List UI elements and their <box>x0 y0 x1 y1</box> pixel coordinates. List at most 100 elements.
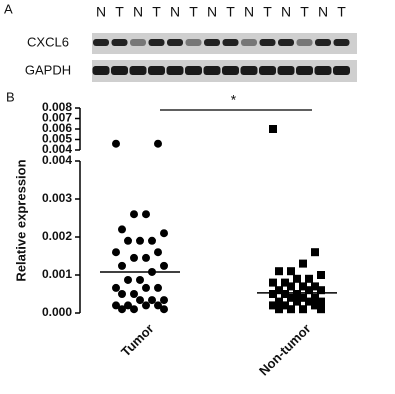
band <box>241 39 257 46</box>
lane-label: N <box>133 4 143 20</box>
row-label: CXCL6 <box>27 34 69 49</box>
data-point <box>154 301 162 310</box>
band <box>130 39 146 46</box>
data-point <box>269 125 277 133</box>
data-point <box>136 296 144 305</box>
data-point <box>160 305 168 314</box>
data-point <box>281 290 289 298</box>
data-point <box>311 282 319 291</box>
band <box>296 66 313 75</box>
band <box>314 66 332 75</box>
band <box>111 39 128 46</box>
lane-label: T <box>337 4 346 20</box>
data-point <box>154 248 162 257</box>
data-point <box>305 297 313 306</box>
band <box>111 66 128 75</box>
y-tick-label: 0.003 <box>42 191 72 205</box>
data-point <box>275 267 283 276</box>
data-point <box>142 283 150 292</box>
data-point <box>311 248 319 257</box>
data-point <box>269 301 277 310</box>
data-point <box>287 267 295 276</box>
data-point <box>142 301 150 310</box>
data-point <box>130 253 138 262</box>
y-axis-label: Relative expression <box>13 159 28 281</box>
data-point <box>299 293 307 302</box>
band <box>296 39 313 46</box>
data-point <box>160 261 168 270</box>
panel-label: A <box>4 1 13 16</box>
data-point <box>148 236 156 245</box>
band <box>185 39 202 46</box>
data-point <box>317 297 325 306</box>
band <box>203 66 221 75</box>
data-point <box>317 305 325 314</box>
data-point <box>112 248 120 257</box>
lane-label: T <box>115 4 124 20</box>
data-point <box>293 297 301 306</box>
lane-label: T <box>152 4 161 20</box>
y-tick-label: 0.004 <box>42 142 72 156</box>
band <box>333 39 350 46</box>
y-tick-label: 0.008 <box>42 100 72 114</box>
y-tick-label: 0.001 <box>42 267 72 281</box>
data-point <box>269 290 277 298</box>
western-blot <box>92 33 357 82</box>
lane-label: N <box>244 4 254 20</box>
data-point <box>130 305 138 314</box>
band <box>167 39 183 46</box>
data-point <box>281 301 289 310</box>
data-point <box>287 293 295 302</box>
data-point <box>275 286 283 295</box>
lane-label: N <box>170 4 180 20</box>
data-point <box>317 286 325 295</box>
data-point <box>311 293 319 302</box>
band <box>259 39 276 46</box>
band <box>259 66 276 75</box>
data-point <box>287 282 295 291</box>
data-point <box>118 261 126 270</box>
panel-label: B <box>6 89 15 104</box>
data-point <box>269 278 277 287</box>
band <box>93 39 109 46</box>
band <box>148 66 165 75</box>
data-point <box>124 236 132 245</box>
data-point <box>148 296 156 305</box>
data-point <box>112 301 120 310</box>
band <box>333 66 350 75</box>
data-point <box>275 305 283 314</box>
significance-label: * <box>231 92 237 108</box>
data-point <box>317 271 325 279</box>
lane-label: N <box>318 4 328 20</box>
band <box>240 66 258 75</box>
data-point <box>299 259 307 268</box>
lane-label: T <box>226 4 235 20</box>
band <box>129 66 147 75</box>
data-point <box>124 275 132 284</box>
band <box>92 66 110 75</box>
y-tick-label: 0.007 <box>42 111 72 125</box>
band <box>222 39 239 46</box>
row-label: GAPDH <box>25 62 71 77</box>
data-point <box>130 210 138 219</box>
data-point <box>311 301 319 310</box>
y-tick-label: 0.006 <box>42 121 72 135</box>
data-point <box>293 290 301 298</box>
x-tick-label: Tumor <box>118 321 157 360</box>
band <box>148 39 165 46</box>
data-point <box>112 139 120 148</box>
lane-label: T <box>263 4 272 20</box>
data-point <box>142 253 150 262</box>
data-point <box>293 274 301 283</box>
lane-label: T <box>189 4 198 20</box>
x-tick-label: Non-tumor <box>256 321 314 379</box>
data-point <box>299 282 307 291</box>
data-point <box>287 305 295 314</box>
data-point <box>154 283 162 292</box>
band <box>204 39 220 46</box>
data-point <box>136 236 144 245</box>
lane-label: T <box>300 4 309 20</box>
data-point <box>154 139 162 148</box>
data-point <box>130 290 138 298</box>
